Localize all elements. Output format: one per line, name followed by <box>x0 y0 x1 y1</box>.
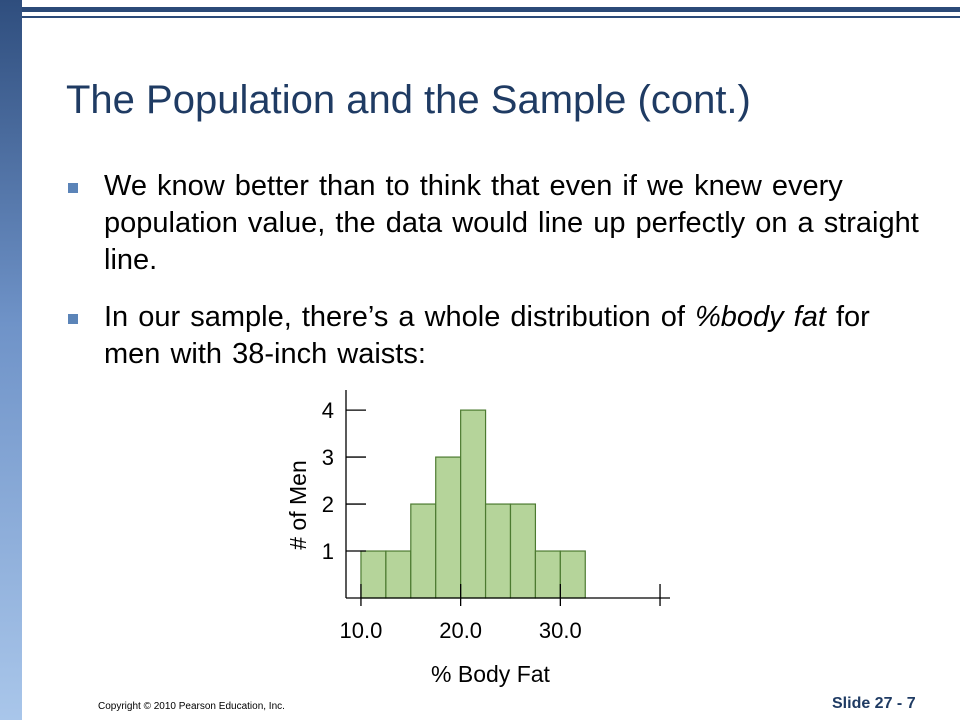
chart-axes <box>345 390 670 606</box>
y-tick-label: 2 <box>322 492 334 517</box>
histogram-bar <box>385 550 412 599</box>
y-tick-label: 3 <box>322 445 334 470</box>
top-rule <box>22 7 960 12</box>
histogram-bars <box>360 409 586 599</box>
bullet-text: We know better than to think that even i… <box>104 170 919 276</box>
sidebar-band <box>0 0 22 720</box>
bullet-segment: for men with 38-inch waists: <box>104 301 870 370</box>
bullet-item: We know better than to think that even i… <box>68 168 928 279</box>
slide-title: The Population and the Sample (cont.) <box>66 78 751 122</box>
histogram-bar <box>460 409 487 599</box>
copyright-text: Copyright © 2010 Pearson Education, Inc. <box>98 701 285 712</box>
bullet-list: We know better than to think that even i… <box>68 168 928 393</box>
histogram-bar <box>435 456 462 599</box>
x-axis-label: % Body Fat <box>431 661 550 687</box>
bullet-segment: We know better than to think that even i… <box>104 170 919 276</box>
y-axis-label: # of Men <box>285 460 311 550</box>
histogram-bar <box>559 550 586 599</box>
bullet-item: In our sample, there’s a whole distribut… <box>68 299 928 373</box>
histogram-bar <box>360 550 387 599</box>
x-tick-label: 10.0 <box>340 618 383 643</box>
y-tick-label: 4 <box>322 398 334 423</box>
histogram-chart: 1 2 3 4 10.0 20.0 30.0 % Body Fat # of Men <box>285 390 670 687</box>
bullet-emphasis: %body fat <box>694 301 826 333</box>
chart-labels: 1 2 3 4 10.0 20.0 30.0 % Body Fat # of Men <box>285 398 582 687</box>
x-tick-label: 30.0 <box>539 618 582 643</box>
bullet-square-icon <box>68 314 78 324</box>
bullet-segment: In our sample, there’s a whole distribut… <box>104 301 695 333</box>
histogram-bar <box>484 503 512 599</box>
y-tick-label: 1 <box>322 539 334 564</box>
histogram-bar <box>509 503 537 599</box>
slide-number: Slide 27 - 7 <box>832 695 916 712</box>
histogram-bar <box>410 503 437 599</box>
top-rule-thin <box>22 16 960 18</box>
x-tick-label: 20.0 <box>439 618 482 643</box>
bullet-square-icon <box>68 183 78 193</box>
histogram-bar <box>534 550 561 599</box>
bullet-text: In our sample, there’s a whole distribut… <box>104 301 870 370</box>
